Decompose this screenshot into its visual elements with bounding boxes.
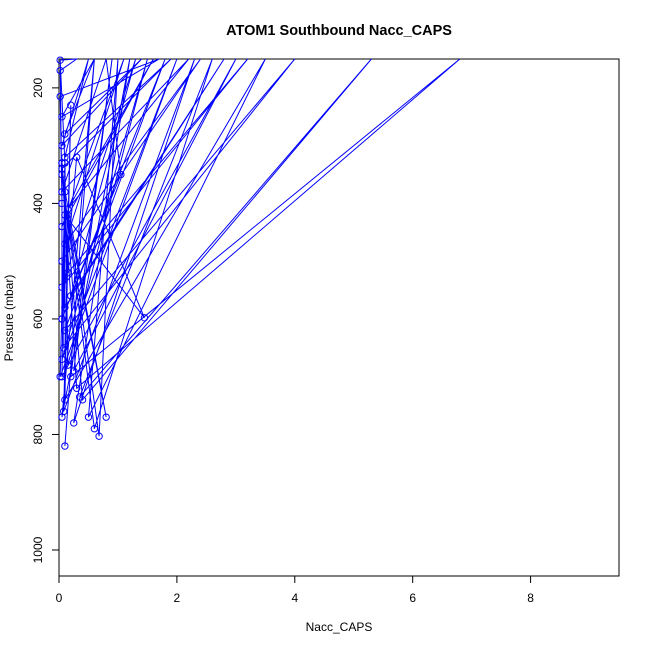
data-point (61, 396, 69, 404)
data-point (56, 373, 64, 381)
data-point (58, 199, 66, 208)
data-point (61, 211, 69, 219)
x-axis: 0 2 4 6 8 (56, 576, 534, 605)
data-point (64, 211, 72, 219)
data-point (58, 355, 66, 364)
data-point (67, 101, 75, 109)
y-tick-label: 400 (31, 193, 45, 213)
data-point (61, 159, 69, 167)
data-point (67, 292, 75, 300)
y-tick-label: 200 (31, 78, 45, 98)
x-tick-label: 2 (174, 591, 181, 605)
data-point (102, 413, 110, 421)
data-point (61, 303, 69, 312)
y-axis: 200 400 600 800 1000 (31, 78, 59, 563)
data-point (58, 283, 66, 291)
data-point (60, 407, 68, 416)
data-point (95, 432, 103, 440)
data-point (64, 269, 72, 277)
y-tick-label: 600 (31, 309, 45, 329)
data-point (84, 413, 93, 421)
series-layer (56, 56, 461, 450)
data-point (56, 92, 64, 101)
data-point (58, 315, 66, 323)
chart-title: ATOM1 Southbound Nacc_CAPS (226, 23, 452, 39)
data-point (140, 314, 149, 322)
data-point (58, 257, 66, 265)
y-tick-label: 800 (31, 424, 45, 444)
data-point (117, 170, 125, 179)
data-point (70, 419, 78, 427)
data-point (61, 240, 69, 248)
x-tick-label: 4 (291, 591, 298, 605)
data-point (61, 188, 69, 196)
data-point (61, 153, 69, 161)
x-axis-label: Nacc_CAPS (306, 620, 373, 634)
data-point (56, 56, 64, 64)
data-point (72, 384, 81, 392)
data-point (64, 361, 72, 369)
data-point (64, 205, 72, 213)
data-point (58, 188, 66, 196)
data-point (58, 170, 66, 179)
data-point (61, 326, 69, 335)
data-point (56, 66, 64, 75)
data-point (58, 222, 66, 231)
series-line (59, 58, 461, 447)
data-point (60, 344, 68, 352)
data-point (78, 396, 87, 404)
data-point (90, 425, 99, 433)
x-tick-label: 8 (527, 591, 534, 605)
x-tick-label: 6 (409, 591, 416, 605)
y-tick-label: 1000 (31, 536, 45, 563)
data-point (72, 153, 81, 161)
x-tick-label: 0 (56, 591, 63, 605)
y-axis-label: Pressure (mbar) (2, 275, 16, 362)
data-point (58, 159, 66, 167)
data-point (70, 367, 78, 375)
data-point (67, 373, 75, 381)
data-point (58, 113, 66, 121)
data-point (58, 165, 66, 173)
data-point (58, 141, 66, 150)
data-point (61, 442, 69, 450)
data-point (61, 130, 69, 138)
